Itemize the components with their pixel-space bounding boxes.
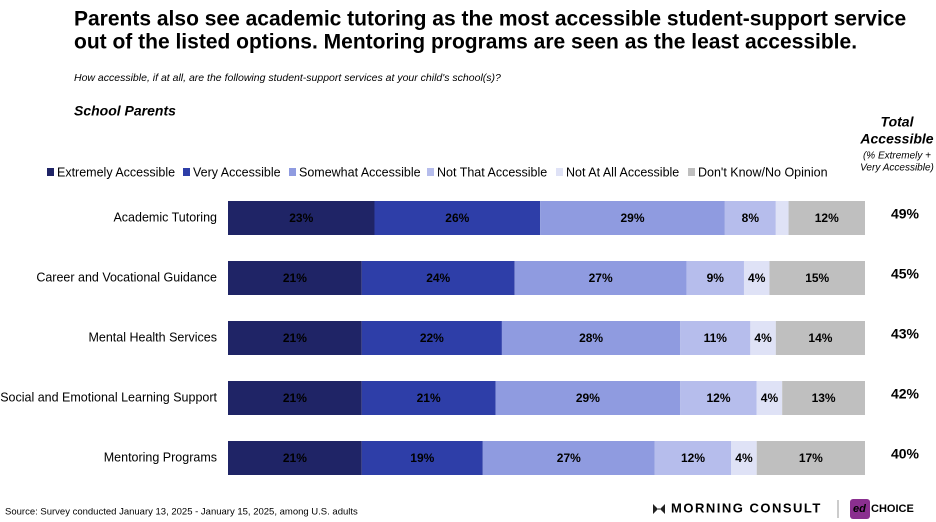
bar-segment xyxy=(540,201,725,235)
chart-title: Parents also see academic tutoring as th… xyxy=(74,8,906,31)
bar-segment xyxy=(374,201,541,235)
bar-segment xyxy=(724,201,776,235)
bar-segment xyxy=(782,381,865,415)
source: Source: Survey conducted January 13, 202… xyxy=(5,507,358,518)
value-label: 12% xyxy=(815,211,839,225)
bar-segment xyxy=(731,441,757,475)
value-label: 24% xyxy=(426,271,450,285)
bar-segment xyxy=(514,261,687,295)
bar-segment xyxy=(750,321,776,355)
value-label: 21% xyxy=(283,271,307,285)
bar-segment xyxy=(680,381,757,415)
bar-segment xyxy=(686,261,744,295)
y-tick-label: Mentoring Programs xyxy=(104,450,217,464)
value-label: 17% xyxy=(799,451,823,465)
y-tick-label: Academic Tutoring xyxy=(113,210,217,224)
bar-segment xyxy=(361,261,515,295)
total-label: 45% xyxy=(891,266,920,282)
value-label: 12% xyxy=(681,451,705,465)
value-label: 21% xyxy=(283,451,307,465)
bar-segment xyxy=(228,321,362,355)
total-label: 43% xyxy=(891,326,920,342)
legend-label: Somewhat Accessible xyxy=(299,165,421,179)
bar-segment xyxy=(482,441,655,475)
chart-title: out of the listed options. Mentoring pro… xyxy=(74,31,857,54)
legend-label: Not That Accessible xyxy=(437,165,547,179)
value-label: 27% xyxy=(557,451,581,465)
value-label: 22% xyxy=(420,331,444,345)
bar-segment xyxy=(228,261,362,295)
y-tick-label: Career and Vocational Guidance xyxy=(36,270,217,284)
legend-label: Don't Know/No Opinion xyxy=(698,165,828,179)
legend-swatch xyxy=(556,168,563,176)
group-label: School Parents xyxy=(74,103,176,119)
value-label: 21% xyxy=(417,391,441,405)
bar-segment xyxy=(775,201,789,235)
legend-label: Very Accessible xyxy=(193,165,281,179)
logo-mark xyxy=(653,504,665,514)
bar-segment xyxy=(775,321,865,355)
y-tick-label: Mental Health Services xyxy=(88,330,217,344)
legend-swatch xyxy=(427,168,434,176)
bar-segment xyxy=(361,381,496,415)
logo: ed xyxy=(853,503,866,515)
value-label: 28% xyxy=(579,331,603,345)
value-label: 13% xyxy=(812,391,836,405)
bar-segment xyxy=(361,441,483,475)
value-label: 19% xyxy=(410,451,434,465)
total-label: 42% xyxy=(891,386,920,402)
value-label: 26% xyxy=(445,211,469,225)
legend-label: Extremely Accessible xyxy=(57,165,175,179)
y-tick-label: Social and Emotional Learning Support xyxy=(0,390,217,404)
bar-segment xyxy=(680,321,751,355)
value-label: 21% xyxy=(283,331,307,345)
logo-badge xyxy=(850,499,870,519)
value-label: 9% xyxy=(707,271,725,285)
value-label: 15% xyxy=(805,271,829,285)
value-label: 23% xyxy=(289,211,313,225)
value-label: 27% xyxy=(589,271,613,285)
value-label: 4% xyxy=(735,451,753,465)
total-note: (% Extremely + xyxy=(863,151,931,162)
value-label: 4% xyxy=(748,271,766,285)
bar-segment xyxy=(495,381,681,415)
bar-segment xyxy=(756,381,783,415)
legend-swatch xyxy=(289,168,296,176)
value-label: 29% xyxy=(620,211,644,225)
value-label: 4% xyxy=(754,331,772,345)
value-label: 8% xyxy=(742,211,760,225)
value-label: 11% xyxy=(704,331,728,345)
bar-segment xyxy=(361,321,502,355)
bar-segment xyxy=(743,261,770,295)
bar-segment xyxy=(228,201,375,235)
bar-segment xyxy=(228,441,362,475)
bar-segment xyxy=(788,201,865,235)
bar-segment xyxy=(228,381,362,415)
bar-segment xyxy=(756,441,865,475)
value-label: 21% xyxy=(283,391,307,405)
legend-swatch xyxy=(688,168,695,176)
legend-label: Not At All Accessible xyxy=(566,165,679,179)
total-label: 49% xyxy=(891,206,920,222)
value-label: 29% xyxy=(576,391,600,405)
bar-segment xyxy=(654,441,732,475)
bar-segment xyxy=(501,321,681,355)
total-header: Total xyxy=(881,114,915,130)
legend-swatch xyxy=(183,168,190,176)
subtitle: How accessible, if at all, are the follo… xyxy=(74,72,501,84)
value-label: 12% xyxy=(706,391,730,405)
total-note: Very Accessible) xyxy=(860,163,934,174)
value-label: 4% xyxy=(761,391,779,405)
value-label: 14% xyxy=(808,331,832,345)
legend-swatch xyxy=(47,168,54,176)
bar-segment xyxy=(769,261,865,295)
total-header: Accessible xyxy=(859,131,933,147)
logo: CHOICE xyxy=(871,503,914,515)
total-label: 40% xyxy=(891,446,920,462)
logo: MORNING CONSULT xyxy=(671,500,822,515)
